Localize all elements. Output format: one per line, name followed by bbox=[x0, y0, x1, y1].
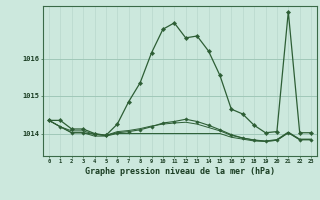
X-axis label: Graphe pression niveau de la mer (hPa): Graphe pression niveau de la mer (hPa) bbox=[85, 167, 275, 176]
